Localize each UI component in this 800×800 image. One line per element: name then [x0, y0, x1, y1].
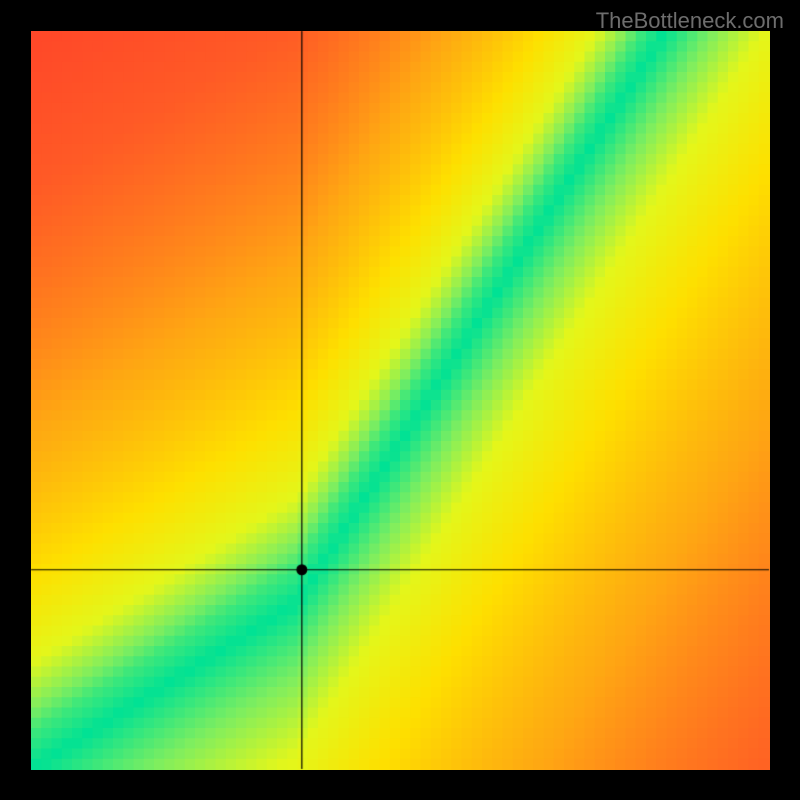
- chart-container: TheBottleneck.com: [0, 0, 800, 800]
- watermark-text: TheBottleneck.com: [596, 8, 784, 34]
- crosshair-overlay: [0, 0, 800, 800]
